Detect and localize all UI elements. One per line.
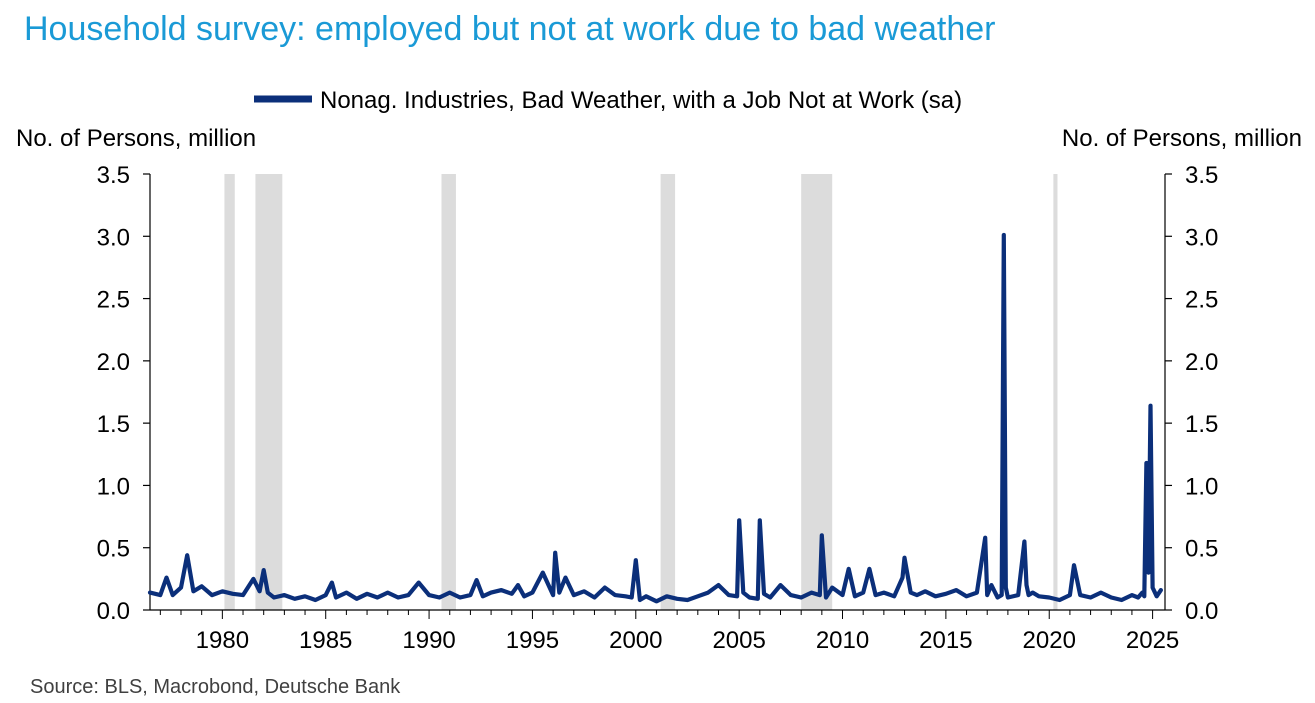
right-y-tick-label: 3.5 (1185, 162, 1218, 189)
recession-band-1 (224, 174, 235, 610)
left-y-tick-label: 2.0 (97, 349, 130, 376)
right-y-tick-label: 1.0 (1185, 473, 1218, 500)
left-y-tick-label: 0.5 (97, 536, 130, 563)
x-tick-labels: 1980 1985 1990 1995 2000 2005 2010 2015 2020 2025 (196, 627, 1180, 654)
right-axis-title: No. of Persons, million (1062, 125, 1302, 152)
x-tick-label: 1990 (402, 627, 455, 654)
series-line-bad-weather (147, 232, 1164, 604)
x-tick-label: 2015 (919, 627, 972, 654)
recession-band-4 (660, 174, 676, 610)
chart-title: Household survey: employed but not at wo… (24, 10, 995, 48)
recession-band-2 (255, 174, 283, 610)
right-y-tick-label: 0.5 (1185, 536, 1218, 563)
right-y-tick-label: 1.5 (1185, 411, 1218, 438)
right-y-tick-label: 0.0 (1185, 598, 1218, 625)
left-y-tick-label: 1.5 (97, 411, 130, 438)
left-y-tick-label: 3.0 (97, 224, 130, 251)
left-y-tick-label: 3.5 (97, 162, 130, 189)
left-axis-title: No. of Persons, million (16, 125, 256, 152)
series-group (147, 232, 1164, 604)
recession-band-3 (441, 174, 456, 610)
right-y-tick-label: 2.0 (1185, 349, 1218, 376)
right-y-tick-labels: 0.0 0.5 1.0 1.5 2.0 2.5 3.0 3.5 (1185, 162, 1218, 625)
legend-label: Nonag. Industries, Bad Weather, with a J… (320, 87, 962, 114)
recession-bands (224, 174, 1058, 610)
left-y-tick-label: 1.0 (97, 473, 130, 500)
x-tick-label: 2025 (1126, 627, 1179, 654)
source-note: Source: BLS, Macrobond, Deutsche Bank (30, 676, 401, 698)
x-tick-label: 1985 (299, 627, 352, 654)
left-y-tick-labels: 0.0 0.5 1.0 1.5 2.0 2.5 3.0 3.5 (97, 162, 130, 625)
x-tick-label: 2020 (1023, 627, 1076, 654)
x-tick-label: 1980 (196, 627, 249, 654)
right-y-tick-label: 2.5 (1185, 287, 1218, 314)
x-tick-label: 2000 (609, 627, 662, 654)
left-y-tick-label: 2.5 (97, 287, 130, 314)
axes (143, 173, 1172, 619)
right-y-tick-label: 3.0 (1185, 224, 1218, 251)
left-y-tick-label: 0.0 (97, 598, 130, 625)
legend: Nonag. Industries, Bad Weather, with a J… (254, 87, 962, 114)
recession-band-5 (801, 174, 833, 610)
recession-band-6 (1053, 174, 1058, 610)
x-tick-label: 2005 (712, 627, 765, 654)
x-tick-label: 1995 (506, 627, 559, 654)
x-tick-label: 2010 (816, 627, 869, 654)
